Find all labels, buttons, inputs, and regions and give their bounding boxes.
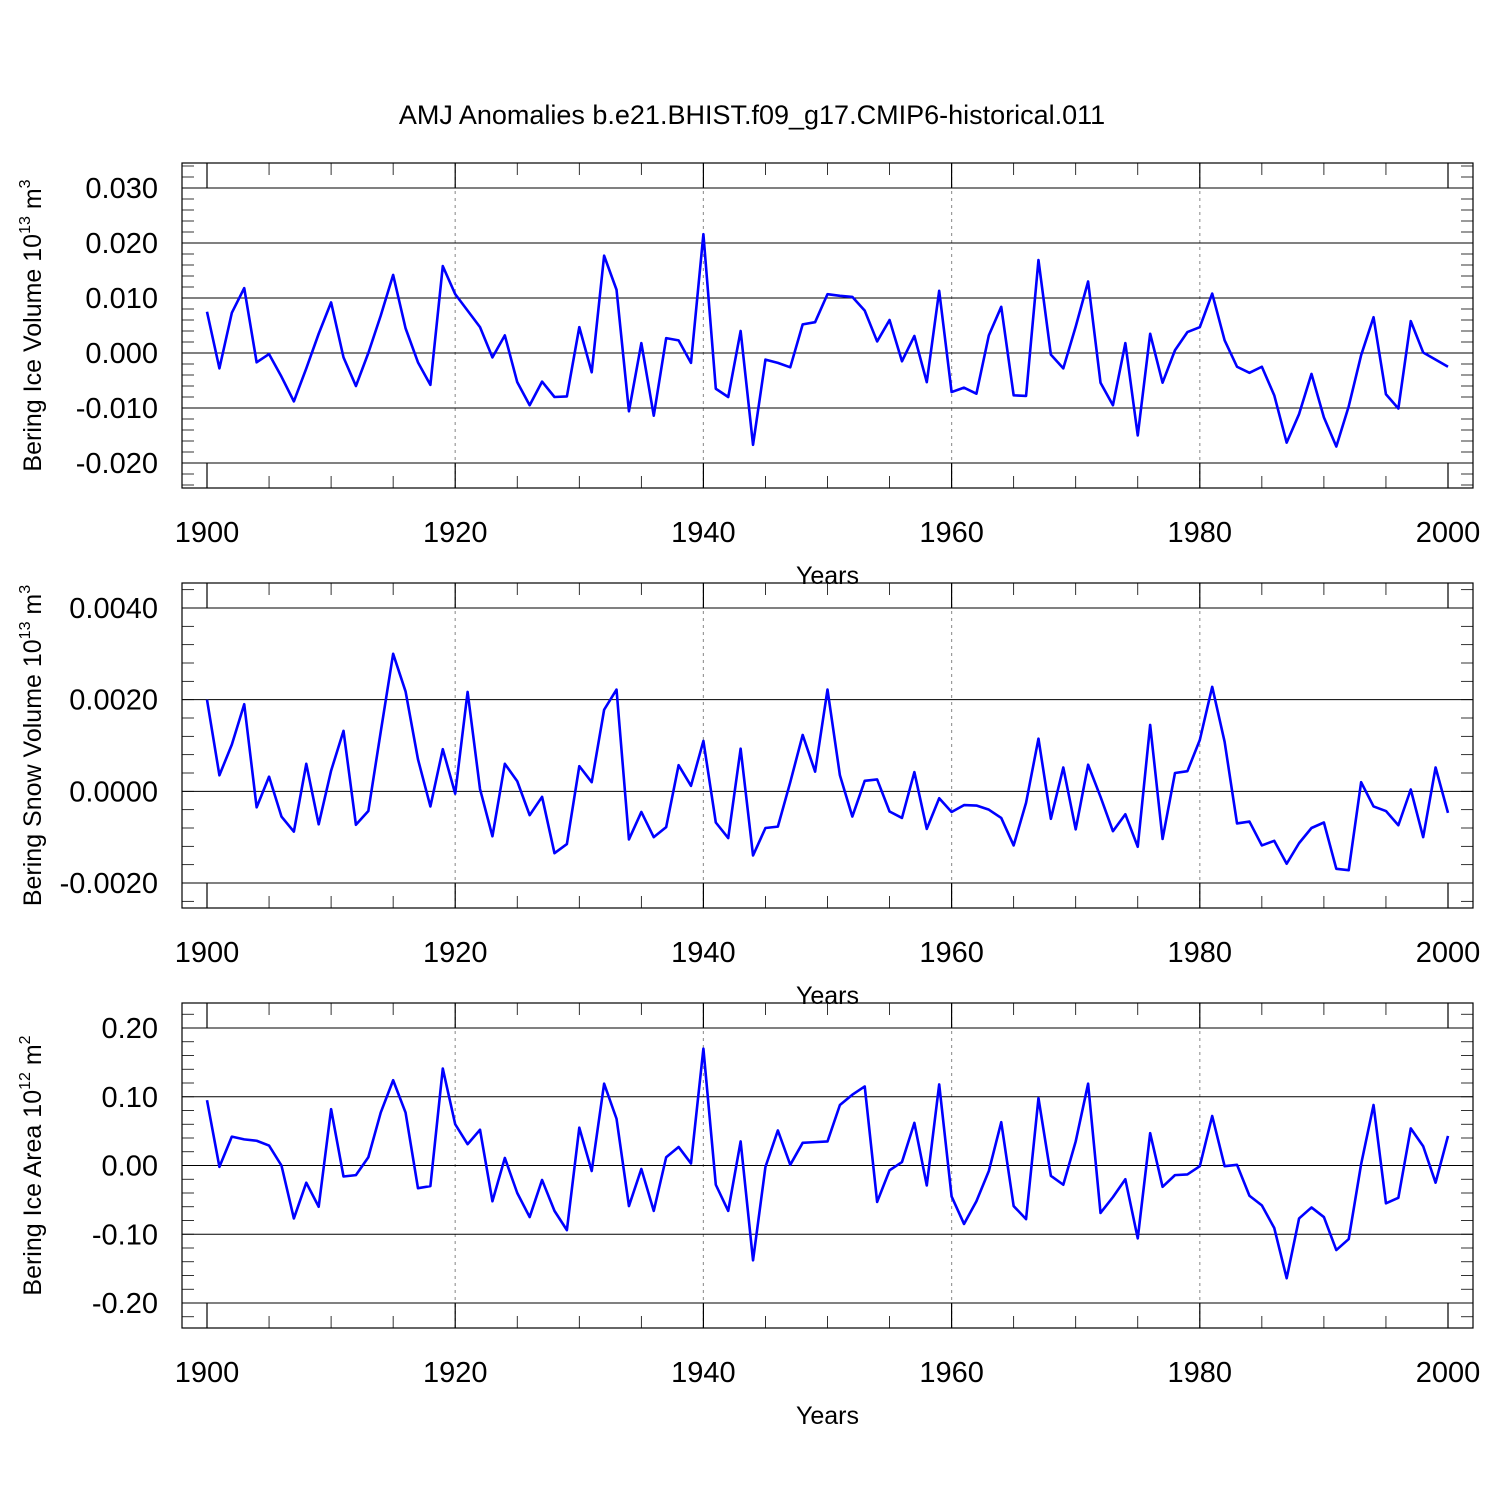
panels: -0.020 -0.010 0.000 0.010 0.020 0.030 1900 1920… xyxy=(17,162,1481,1430)
series-line xyxy=(205,1047,1450,1280)
y-axis-title: Bering Ice Area 1012 m2 xyxy=(17,1035,47,1295)
y-tick-label: 0.0000 xyxy=(69,776,158,808)
chart-panel-1: -0.020 -0.010 0.000 0.010 0.020 0.030 1900 1920… xyxy=(17,162,1481,590)
y-tick-label: 0.010 xyxy=(85,283,158,315)
x-tick-label: 2000 xyxy=(1416,1357,1481,1389)
y-tick-label: -0.020 xyxy=(76,448,158,480)
x-tick-label: 1920 xyxy=(423,1357,488,1389)
plot-frame xyxy=(181,582,1474,909)
x-tick-label: 1960 xyxy=(919,1357,984,1389)
x-tick-label: 1900 xyxy=(175,1357,240,1389)
y-axis-title: Bering Snow Volume 1013 m3 xyxy=(17,585,47,906)
y-tick-label: -0.10 xyxy=(92,1219,158,1251)
series-line xyxy=(205,652,1450,872)
x-tick-label: 1900 xyxy=(175,517,240,549)
x-tick-label: 2000 xyxy=(1416,517,1481,549)
x-axis-title: Years xyxy=(796,1402,859,1430)
x-tick-label: 1980 xyxy=(1168,1357,1233,1389)
y-tick-label: 0.0020 xyxy=(69,685,158,717)
y-tick-label: 0.00 xyxy=(102,1151,158,1183)
y-tick-label: -0.20 xyxy=(92,1288,158,1320)
x-tick-label: 1900 xyxy=(175,937,240,969)
x-tick-label: 1980 xyxy=(1168,517,1233,549)
y-tick-label: 0.030 xyxy=(85,173,158,205)
y-tick-label: 0.0040 xyxy=(69,593,158,625)
x-tick-label: 1940 xyxy=(671,937,736,969)
x-tick-label: 1920 xyxy=(423,517,488,549)
x-tick-label: 2000 xyxy=(1416,937,1481,969)
y-tick-label: 0.000 xyxy=(85,338,158,370)
y-tick-label: -0.0020 xyxy=(60,868,158,900)
chart-panel-2: -0.0020 0.0000 0.0020 0.0040 1900 1920 1940 196… xyxy=(17,582,1481,1010)
x-tick-label: 1940 xyxy=(671,1357,736,1389)
y-tick-label: 0.20 xyxy=(102,1013,158,1045)
x-tick-label: 1920 xyxy=(423,937,488,969)
x-tick-label: 1940 xyxy=(671,517,736,549)
y-tick-label: 0.020 xyxy=(85,228,158,260)
y-tick-label: -0.010 xyxy=(76,393,158,425)
chart-title: AMJ Anomalies b.e21.BHIST.f09_g17.CMIP6-… xyxy=(399,100,1105,130)
x-tick-label: 1980 xyxy=(1168,937,1233,969)
plot-frame xyxy=(181,162,1474,489)
x-tick-label: 1960 xyxy=(919,937,984,969)
series-line xyxy=(205,232,1449,448)
x-tick-label: 1960 xyxy=(919,517,984,549)
y-tick-label: 0.10 xyxy=(102,1082,158,1114)
y-axis-title: Bering Ice Volume 1013 m3 xyxy=(17,179,47,471)
chart-panel-3: -0.20 -0.10 0.00 0.10 0.20 1900 1920 1940 1960 19… xyxy=(17,1002,1481,1430)
